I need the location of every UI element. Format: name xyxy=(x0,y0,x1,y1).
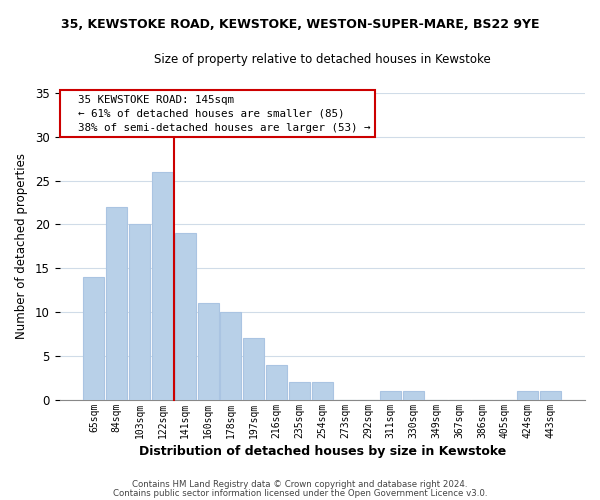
Bar xyxy=(540,391,561,400)
Bar xyxy=(220,312,241,400)
Y-axis label: Number of detached properties: Number of detached properties xyxy=(15,154,28,340)
Bar xyxy=(289,382,310,400)
Bar xyxy=(403,391,424,400)
X-axis label: Distribution of detached houses by size in Kewstoke: Distribution of detached houses by size … xyxy=(139,444,506,458)
Bar xyxy=(152,172,173,400)
Text: Contains public sector information licensed under the Open Government Licence v3: Contains public sector information licen… xyxy=(113,490,487,498)
Bar xyxy=(517,391,538,400)
Bar xyxy=(129,224,150,400)
Text: 35, KEWSTOKE ROAD, KEWSTOKE, WESTON-SUPER-MARE, BS22 9YE: 35, KEWSTOKE ROAD, KEWSTOKE, WESTON-SUPE… xyxy=(61,18,539,30)
Bar xyxy=(380,391,401,400)
Bar xyxy=(243,338,264,400)
Bar xyxy=(83,277,104,400)
Text: Contains HM Land Registry data © Crown copyright and database right 2024.: Contains HM Land Registry data © Crown c… xyxy=(132,480,468,489)
Title: Size of property relative to detached houses in Kewstoke: Size of property relative to detached ho… xyxy=(154,52,491,66)
Bar xyxy=(197,303,218,400)
Bar xyxy=(312,382,333,400)
Bar xyxy=(106,207,127,400)
Bar xyxy=(266,364,287,400)
Bar xyxy=(175,233,196,400)
Text: 35 KEWSTOKE ROAD: 145sqm
  ← 61% of detached houses are smaller (85)
  38% of se: 35 KEWSTOKE ROAD: 145sqm ← 61% of detach… xyxy=(65,94,370,132)
